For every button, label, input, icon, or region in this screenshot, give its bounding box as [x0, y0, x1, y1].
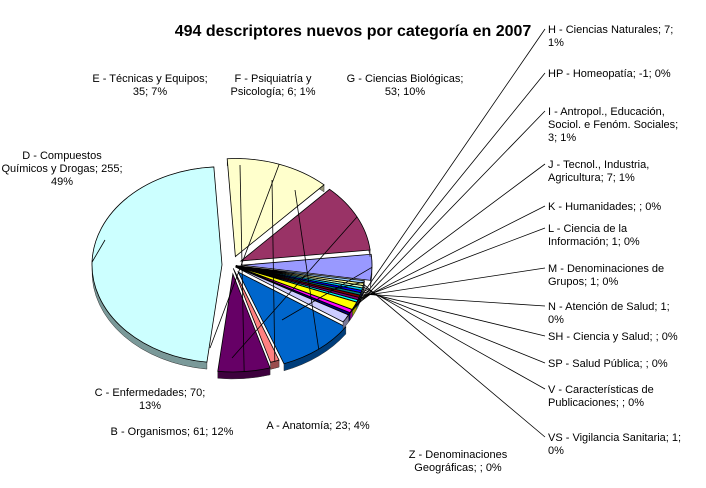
- leader-c: [209, 164, 280, 349]
- leader-h: [345, 28, 546, 319]
- label-z: Z - Denominaciones Geográficas; ; 0%: [409, 449, 508, 474]
- slice-d: [91, 166, 223, 370]
- leader-j: [354, 163, 546, 307]
- slice-top-d: [91, 166, 223, 363]
- leader-m: [359, 267, 546, 297]
- leader-i: [351, 110, 546, 312]
- label-n: N - Atención de Salud; 1; 0%: [548, 301, 670, 326]
- label-d: D - Compuestos Químicos y Drogas; 255; 49%: [1, 150, 122, 188]
- slice-c: [226, 158, 325, 258]
- leader-e: [239, 164, 245, 372]
- leader-d: [91, 239, 106, 263]
- leader-hp: [349, 72, 546, 315]
- leader-sh: [361, 291, 546, 337]
- leader-f: [271, 179, 276, 362]
- label-v: V - Características de Publicaciones; ; 0…: [548, 384, 654, 409]
- leader-g: [294, 189, 320, 350]
- slice-labels: D - Compuestos Químicos y Drogas; 255; 49%…: [1, 24, 681, 474]
- slice-top-f: [232, 268, 280, 363]
- label-a: A - Anatomía; 23; 4%: [266, 420, 370, 432]
- label-sp: SP - Salud Pública; ; 0%: [548, 358, 668, 370]
- label-l: L - Ciencia de la Información; 1; 0%: [548, 223, 640, 248]
- pie-slices: [91, 158, 373, 380]
- label-e: E - Técnicas y Equipos; 35; 7%: [92, 73, 207, 98]
- slice-top-z: [235, 265, 365, 284]
- leader-v: [362, 286, 546, 390]
- label-sh: SH - Ciencia y Salud; ; 0%: [548, 331, 678, 343]
- label-b: B - Organismos; 61; 12%: [111, 426, 234, 438]
- leader-b: [231, 216, 358, 359]
- label-f: F - Psiquiatría y Psicología; 6; 1%: [231, 73, 316, 98]
- leader-vs: [363, 284, 546, 438]
- label-j: J - Tecnol., Industria, Agricultura; 7; 1…: [548, 159, 649, 184]
- slice-f: [232, 268, 280, 370]
- leader-n: [360, 293, 546, 307]
- leader-l: [358, 227, 546, 299]
- label-c: C - Enfermedades; 70; 13%: [95, 387, 206, 412]
- label-vs: VS - Vigilancia Sanitaria; 1; 0%: [548, 432, 681, 457]
- label-h: H - Ciencias Naturales; 7; 1%: [548, 24, 673, 49]
- label-m: M - Denominaciones de Grupos; 1; 0%: [548, 263, 664, 288]
- leader-k: [357, 205, 546, 302]
- chart-title: 494 descriptores nuevos por categoría en…: [175, 23, 532, 40]
- leader-a: [281, 266, 373, 321]
- label-hp: HP - Homeopatía; -1; 0%: [548, 68, 671, 80]
- label-g: G - Ciencias Biológicas; 53; 10%: [347, 73, 464, 98]
- label-k: K - Humanidades; ; 0%: [548, 201, 661, 213]
- leader-lines: [91, 28, 546, 438]
- leader-sp: [362, 288, 546, 364]
- label-i: I - Antropol., Educación, Sociol. e Fenóm…: [548, 106, 678, 144]
